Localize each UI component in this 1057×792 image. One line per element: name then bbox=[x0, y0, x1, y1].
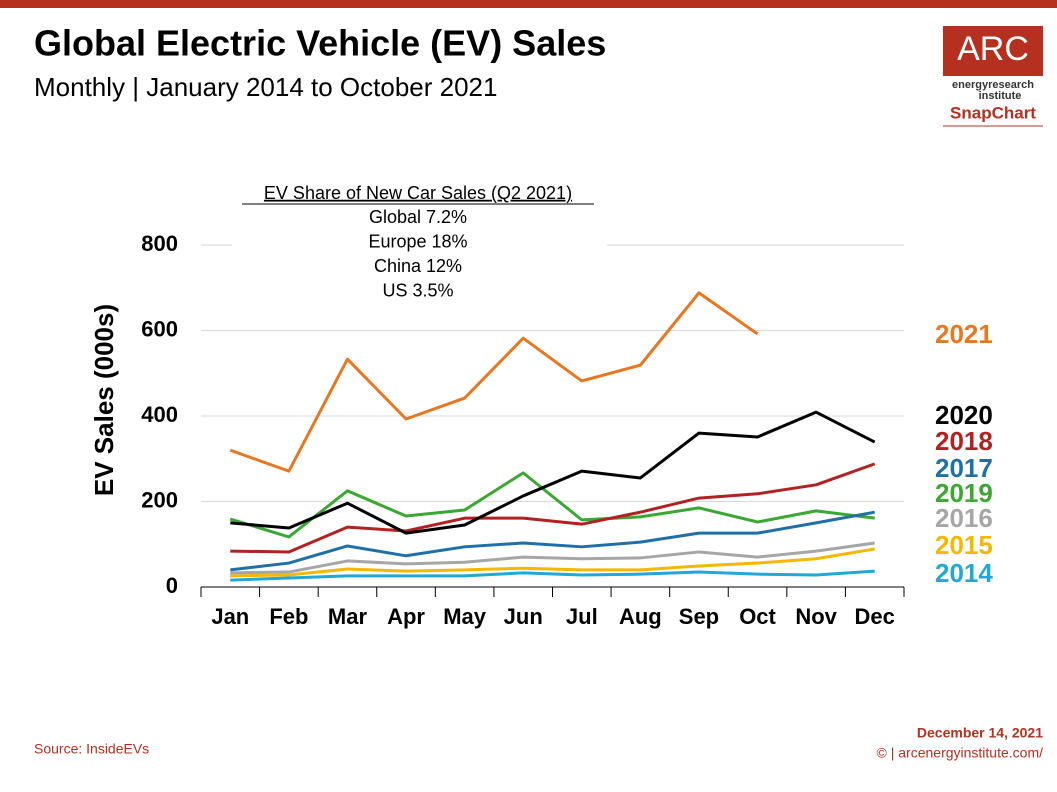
legend-label: 2017 bbox=[935, 453, 993, 483]
annotation-line: Global 7.2% bbox=[369, 207, 467, 227]
logo-line: energyresearch bbox=[952, 79, 1034, 91]
x-tick-label: May bbox=[443, 604, 487, 629]
y-tick-label: 800 bbox=[141, 231, 178, 256]
y-tick-label: 400 bbox=[141, 402, 178, 427]
copyright: © | arcenergyinstitute.com/ bbox=[877, 745, 1044, 761]
logo-box bbox=[943, 26, 1043, 76]
x-tick-label: Dec bbox=[855, 604, 895, 629]
logo-line: institute bbox=[979, 90, 1022, 102]
legend-label: 2014 bbox=[935, 558, 993, 588]
series-line bbox=[230, 569, 875, 582]
y-axis-label: EV Sales (000s) bbox=[89, 304, 119, 496]
y-tick-label: 0 bbox=[166, 573, 178, 598]
annotation-line: China 12% bbox=[374, 256, 462, 276]
legend-label: 2020 bbox=[935, 400, 993, 430]
x-tick-label: Jul bbox=[566, 604, 598, 629]
y-tick-label: 600 bbox=[141, 316, 178, 341]
legend-label: 2015 bbox=[935, 530, 993, 560]
x-tick-label: Mar bbox=[328, 604, 368, 629]
series-line bbox=[230, 510, 875, 572]
x-tick-label: Nov bbox=[795, 604, 837, 629]
legend-label: 2018 bbox=[935, 426, 993, 456]
series-line bbox=[230, 547, 875, 578]
product-name: SnapChart bbox=[950, 103, 1036, 122]
logo: ARC bbox=[957, 30, 1029, 68]
x-tick-label: Aug bbox=[619, 604, 662, 629]
series-line bbox=[229, 291, 759, 473]
source: Source: InsideEVs bbox=[34, 741, 149, 757]
top-bar bbox=[0, 0, 1057, 8]
x-tick-label: Oct bbox=[739, 604, 776, 629]
series-line bbox=[230, 541, 875, 575]
annotation-backdrop bbox=[232, 180, 607, 300]
series-line bbox=[230, 410, 876, 535]
x-tick-label: Sep bbox=[679, 604, 719, 629]
annotation-line: Europe 18% bbox=[368, 231, 467, 251]
series-line bbox=[229, 471, 875, 539]
x-tick-label: Jan bbox=[211, 604, 249, 629]
legend-label: 2019 bbox=[935, 478, 993, 508]
annotation-line: US 3.5% bbox=[382, 280, 453, 300]
chart-title: Global Electric Vehicle (EV) Sales bbox=[34, 23, 606, 64]
series-line bbox=[230, 462, 876, 554]
annotation-title: EV Share of New Car Sales (Q2 2021) bbox=[264, 183, 572, 203]
x-tick-label: Jun bbox=[504, 604, 543, 629]
x-tick-label: Apr bbox=[387, 604, 425, 629]
legend-label: 2021 bbox=[935, 319, 993, 349]
chart-subtitle: Monthly | January 2014 to October 2021 bbox=[34, 72, 497, 102]
y-tick-label: 200 bbox=[141, 487, 178, 512]
legend-label: 2016 bbox=[935, 503, 993, 533]
date: December 14, 2021 bbox=[917, 725, 1043, 741]
x-tick-label: Feb bbox=[269, 604, 308, 629]
